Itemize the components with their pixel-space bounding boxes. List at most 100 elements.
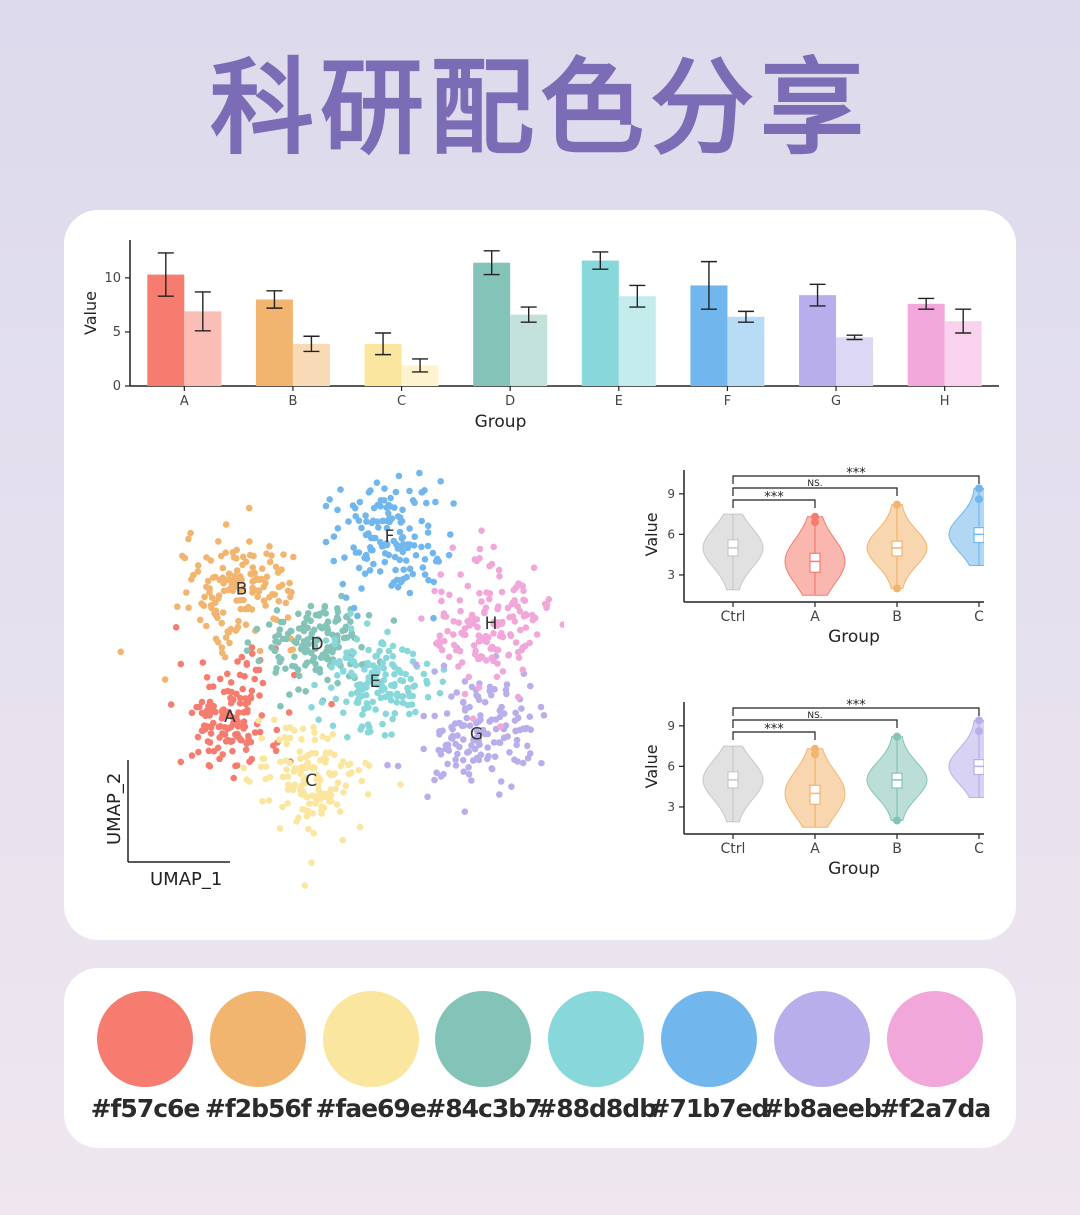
scatter-point [503,681,511,688]
significance-bracket [732,475,980,484]
scatter-point [258,763,265,770]
box [809,552,821,573]
scatter-point [450,641,458,649]
scatter-point [260,583,267,591]
scatter-point [394,690,401,697]
scatter-point [465,748,473,755]
scatter-point [311,681,318,689]
scatter-point [527,726,534,733]
scatter-point [545,596,553,603]
scatter-point [240,764,247,772]
scatter-point [397,577,405,584]
scatter-point [511,618,519,625]
scatter-point [309,765,316,772]
scatter-point [226,639,233,647]
scatter-point [295,686,302,693]
scatter-point [206,589,213,596]
scatter-point [365,762,373,769]
scatter-point [450,631,457,638]
scatter-point [409,497,417,504]
scatter-point [245,735,252,743]
scatter-point [483,638,491,646]
scatter-point [258,565,266,572]
scatter-point [472,647,480,655]
scatter-point [350,544,357,551]
scatter-point [258,712,266,719]
scatter-point [218,619,226,627]
scatter-point [456,647,464,655]
scatter-point [348,648,356,655]
scatter-point [354,699,362,706]
outlier-point [975,495,983,504]
scatter-point [486,562,493,570]
scatter-point [207,730,215,737]
umap2-label: UMAP_2 [104,773,125,845]
scatter-point [392,566,399,574]
scatter-point [345,518,352,525]
scatter-point [526,713,534,720]
scatter-point [355,517,363,524]
scatter-point [421,556,429,563]
scatter-point [457,571,464,578]
scatter-point [483,589,490,596]
scatter-point [409,570,417,578]
color-hex-label: #f2b56f [204,1094,312,1123]
scatter-point [407,675,415,683]
scatter-point [276,626,284,633]
scatter-point [266,543,273,550]
scatter-point [511,717,519,724]
scatter-point [538,759,545,767]
scatter-point [331,640,339,648]
y-tick-label: 9 [667,719,675,733]
scatter-point [439,678,447,685]
scatter-point [437,571,445,578]
scatter-point [354,612,361,620]
scatter-point [475,684,483,691]
scatter-point [383,654,390,662]
scatter-point [384,761,391,769]
scatter-point [348,769,355,776]
significance-label: NS. [807,479,822,489]
scatter-point [234,624,242,631]
scatter-point [412,552,420,559]
scatter-point [172,624,180,631]
scatter-point [275,597,283,605]
bar [907,303,945,386]
cluster-label: C [305,771,317,791]
scatter-point [380,676,388,684]
scatter-point [265,621,273,628]
x-tick-label: E [615,394,623,409]
color-hex-label: #71b7ed [649,1094,770,1123]
cluster-G [384,644,548,815]
scatter-point [520,587,527,595]
scatter-point [284,630,292,637]
scatter-point [404,647,411,655]
scatter-point [490,739,498,746]
scatter-point [324,624,331,632]
significance-label: *** [846,466,866,481]
scatter-point [233,690,240,698]
scatter-point [482,604,490,612]
scatter-point [418,489,426,496]
scatter-point [326,749,334,756]
scatter-point [295,672,303,680]
scatter-point [239,553,247,561]
y-tick-label: 3 [667,568,675,582]
scatter-point [406,589,414,597]
scatter-point [377,503,384,510]
scatter-point [433,769,440,776]
scatter-point [211,609,218,617]
charts-card: 0 5 10 Value A B C D E F G H Group A B C D E F G H UMAP_2 UMA… [64,210,1016,940]
scatter-point [330,557,337,565]
scatter-point [331,636,339,643]
scatter-point [303,614,310,621]
scatter-point [310,626,318,634]
scatter-point [423,677,430,685]
scatter-point [217,552,225,560]
scatter-point [236,700,244,707]
scatter-point [339,758,347,765]
scatter-point [230,774,237,782]
scatter-point [291,765,299,772]
scatter-point [299,788,306,795]
scatter-point [203,674,211,681]
